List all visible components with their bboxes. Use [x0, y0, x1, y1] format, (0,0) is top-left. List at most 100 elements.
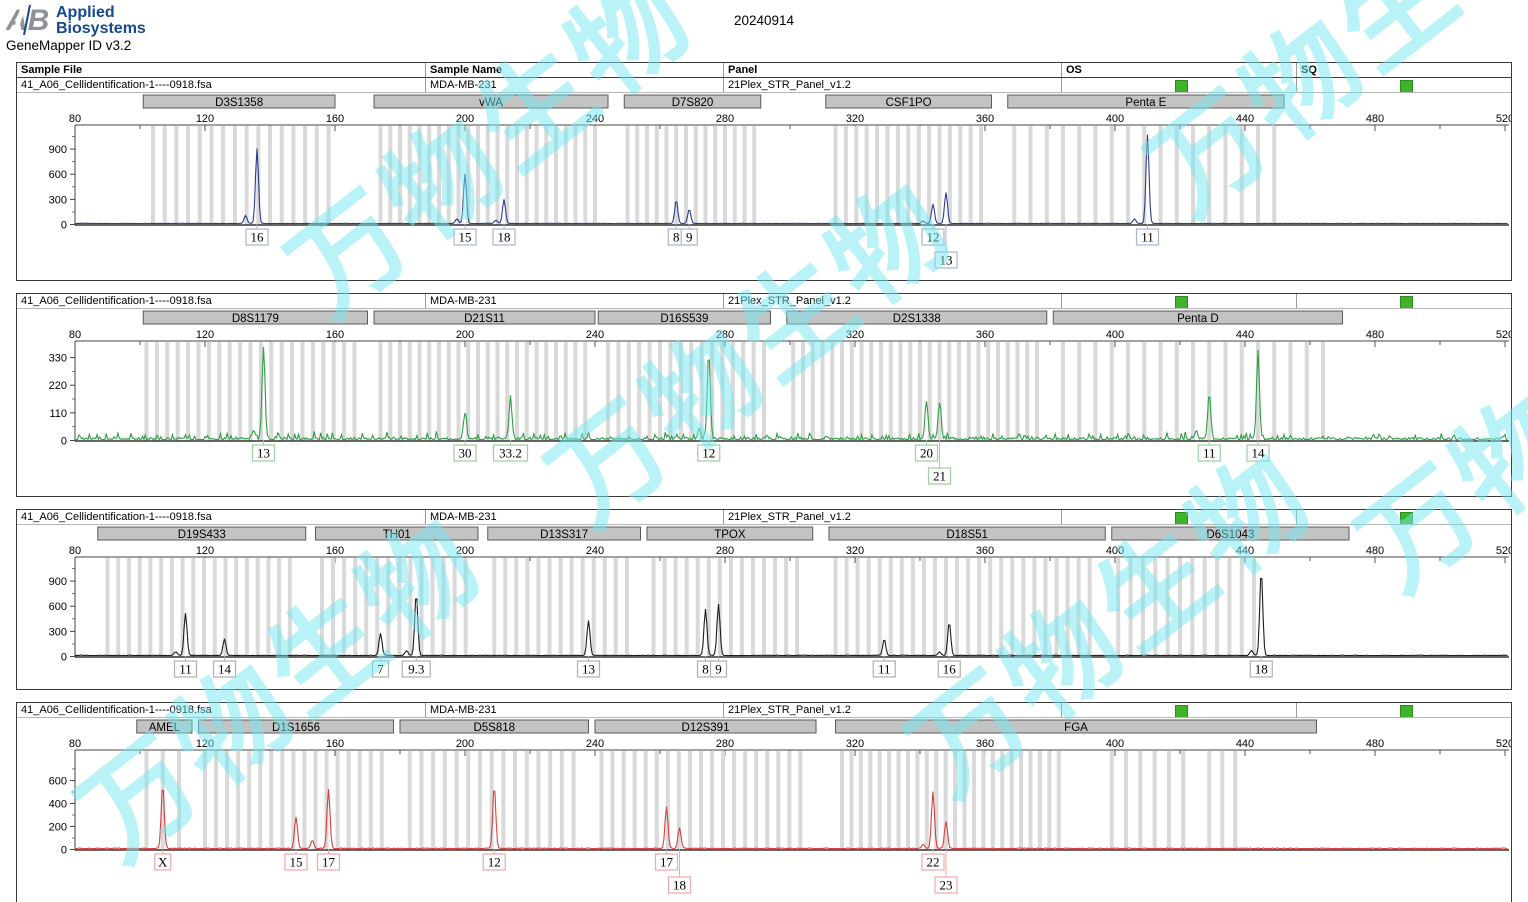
bin-stripe [214, 751, 219, 850]
bin-stripe [968, 126, 973, 225]
electropherogram-plot-green[interactable]: D8S1179 D21S11 D16S539 D2S1338 Penta D80 120 1… [17, 309, 1514, 491]
bin-stripe [280, 751, 285, 850]
marker-bar-D8S1179: D8S1179 [142, 310, 368, 325]
x-tick-label: 520 [1496, 329, 1511, 341]
allele-label-11[interactable]: 11 [173, 656, 198, 678]
allele-label-23[interactable]: 23 [934, 849, 958, 894]
allele-label-12[interactable]: 12 [697, 440, 721, 462]
bin-stripe [591, 558, 596, 657]
sample-row[interactable]: 41_A06_Cellidentification-1----0918.fsa M… [17, 78, 1511, 93]
allele-label-18[interactable]: 18 [667, 849, 692, 894]
bin-stripe [583, 126, 588, 225]
x-tick-label: 200 [456, 738, 474, 750]
bin-stripe [754, 751, 759, 850]
bin-stripe [1015, 342, 1020, 441]
allele-label-15[interactable]: 15 [284, 849, 308, 871]
allele-label-18[interactable]: 18 [492, 224, 516, 246]
allele-label-16[interactable]: 16 [245, 224, 269, 246]
sample-row[interactable]: 41_A06_Cellidentification-1----0918.fsa M… [17, 294, 1511, 309]
bin-stripe [515, 342, 519, 441]
allele-label-22[interactable]: 22 [921, 849, 945, 871]
sample-name-cell: MDA-MB-231 [425, 703, 723, 717]
bin-stripe [625, 126, 630, 225]
x-tick-label: 240 [586, 738, 604, 750]
bin-stripe [1012, 126, 1017, 225]
allele-label-20[interactable]: 20 [914, 440, 939, 462]
allele-label-9[interactable]: 9 [680, 224, 698, 246]
bin-stripe [212, 558, 217, 657]
sample-file-cell: 41_A06_Cellidentification-1----0918.fsa [21, 295, 212, 307]
marker-bar-D18S51: D18S51 [828, 526, 1106, 541]
sample-row[interactable]: 41_A06_Cellidentification-1----0918.fsa M… [17, 510, 1511, 525]
bin-stripe [720, 342, 725, 441]
y-tick-label: 0 [61, 220, 67, 232]
bin-stripe [544, 126, 549, 225]
allele-label-X[interactable]: X [154, 849, 172, 871]
bin-stripe [674, 126, 679, 225]
bin-stripe [1174, 126, 1179, 225]
bin-stripe [750, 558, 755, 657]
svg-text:17: 17 [322, 855, 336, 870]
panel-cell: 21Plex_STR_Panel_v1.2 [723, 294, 1061, 308]
allele-label-13[interactable]: 13 [934, 224, 958, 269]
applied-biosystems-logo: AB Applied Biosystems [6, 3, 146, 37]
column-header-sample-name: Sample Name [425, 63, 723, 77]
x-tick-label: 200 [456, 113, 474, 125]
bin-stripe [988, 558, 993, 657]
allele-label-17[interactable]: 17 [654, 849, 679, 871]
bin-stripe [186, 126, 191, 225]
bin-stripe [624, 558, 629, 657]
bin-stripe [255, 558, 260, 657]
allele-label-12[interactable]: 12 [482, 849, 506, 871]
allele-label-15[interactable]: 15 [453, 224, 477, 246]
allele-label-18[interactable]: 18 [1249, 656, 1273, 678]
os-status-square [1174, 296, 1188, 308]
bin-stripe [407, 342, 412, 441]
bin-stripe [197, 126, 202, 225]
allele-label-13[interactable]: 13 [576, 656, 601, 678]
bin-stripe [223, 558, 228, 657]
allele-label-12[interactable]: 12 [921, 224, 945, 246]
bin-stripe [1109, 126, 1114, 225]
bin-stripe [162, 126, 167, 225]
allele-label-33.2[interactable]: 33.2 [492, 440, 529, 462]
electropherogram-plot-blue[interactable]: D3S1358 vWA D7S820 CSF1PO Penta E80 120 160 200… [17, 93, 1514, 275]
allele-label-21[interactable]: 21 [927, 440, 952, 485]
allele-label-30[interactable]: 30 [453, 440, 477, 462]
bin-stripe [739, 558, 744, 657]
bin-stripe [1207, 342, 1212, 441]
bin-stripe [887, 751, 892, 850]
bin-stripe [918, 342, 922, 441]
allele-label-9[interactable]: 9 [709, 656, 728, 678]
bin-stripe [477, 751, 482, 850]
allele-label-7[interactable]: 7 [371, 656, 390, 678]
allele-label-11[interactable]: 11 [872, 656, 896, 678]
bin-stripe [833, 126, 838, 225]
allele-label-16[interactable]: 16 [937, 656, 961, 678]
bin-stripe [966, 342, 971, 441]
allele-label-14[interactable]: 14 [212, 656, 237, 678]
bin-stripe [885, 126, 890, 225]
allele-label-9.3[interactable]: 9.3 [401, 656, 431, 678]
panel-cell: 21Plex_STR_Panel_v1.2 [723, 510, 1061, 524]
svg-text:D8S1179: D8S1179 [232, 313, 279, 325]
allele-label-13[interactable]: 13 [251, 440, 276, 462]
bin-stripe [466, 751, 471, 850]
bin-stripe [875, 126, 880, 225]
bin-stripe [632, 751, 637, 850]
bin-stripe [331, 558, 336, 657]
sample-file-cell: 41_A06_Cellidentification-1----0918.fsa [21, 79, 212, 91]
allele-label-17[interactable]: 17 [316, 849, 341, 871]
svg-text:D19S433: D19S433 [178, 529, 226, 541]
allele-label-8[interactable]: 8 [667, 224, 685, 246]
allele-label-14[interactable]: 14 [1246, 440, 1270, 462]
bin-stripe [1207, 751, 1212, 850]
bin-stripe [203, 751, 207, 850]
allele-label-11[interactable]: 11 [1135, 224, 1160, 246]
bin-stripe [713, 126, 718, 225]
sample-row[interactable]: 41_A06_Cellidentification-1----0918.fsa M… [17, 703, 1511, 718]
bin-stripe [741, 342, 746, 441]
allele-label-11[interactable]: 11 [1197, 440, 1221, 462]
